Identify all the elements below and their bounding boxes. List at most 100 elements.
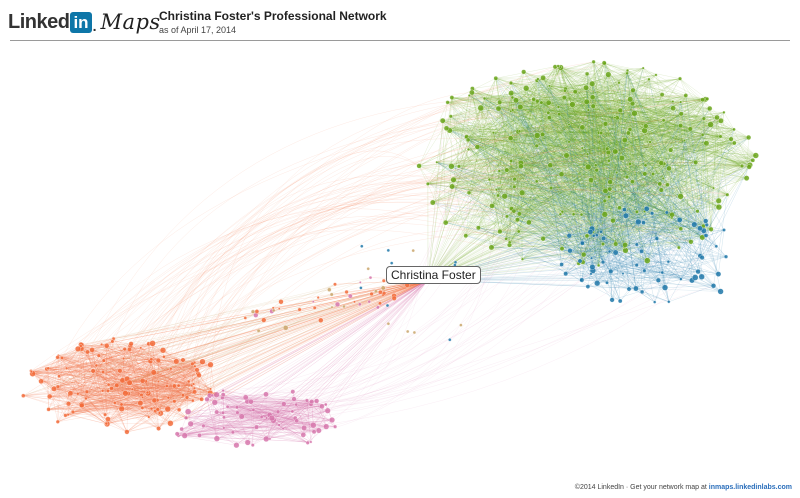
network-edge — [496, 97, 513, 190]
network-edge — [551, 187, 673, 215]
network-edge — [557, 65, 570, 142]
network-node — [190, 361, 195, 366]
network-edge — [468, 78, 497, 193]
network-edge — [574, 91, 633, 182]
network-node — [105, 388, 110, 393]
network-edge — [548, 112, 680, 248]
network-edge — [504, 165, 743, 197]
network-edge — [469, 95, 579, 264]
network-edge — [557, 65, 616, 152]
network-node — [235, 405, 239, 410]
network-edge — [512, 109, 570, 143]
network-edge — [632, 95, 687, 182]
network-edge — [514, 124, 570, 188]
network-edge — [610, 181, 704, 227]
network-edge — [645, 108, 710, 166]
network-node — [184, 408, 192, 415]
network-node — [466, 147, 471, 151]
network-edge — [528, 136, 721, 223]
network-edge — [690, 99, 706, 130]
network-edge — [520, 120, 721, 167]
network-edge — [514, 124, 570, 188]
network-edge — [453, 99, 631, 181]
network-edge — [536, 95, 686, 182]
network-edge — [591, 151, 616, 183]
network-edge — [582, 90, 634, 149]
network-edge — [519, 130, 721, 137]
network-node — [159, 347, 167, 354]
network-graph[interactable] — [0, 41, 800, 481]
network-edge — [616, 138, 732, 173]
network-edge — [466, 82, 512, 137]
network-edge — [510, 82, 583, 149]
network-node — [594, 163, 598, 167]
network-edge — [520, 162, 626, 251]
network-edge — [480, 66, 561, 109]
network-node — [342, 304, 346, 309]
network-edge — [632, 103, 714, 189]
network-edge — [600, 132, 720, 208]
network-node — [626, 130, 631, 136]
network-node — [140, 406, 145, 410]
network-edge — [615, 108, 710, 152]
network-edge — [472, 88, 550, 118]
network-node — [281, 427, 285, 431]
network-edge — [548, 102, 614, 221]
network-edge — [496, 189, 681, 197]
network-edge — [582, 98, 708, 149]
network-node — [519, 189, 526, 196]
network-edge — [680, 113, 704, 227]
network-edge — [445, 195, 499, 223]
network-edge — [493, 132, 628, 178]
network-edge — [606, 74, 657, 149]
network-edge — [496, 73, 628, 190]
network-edge — [452, 124, 711, 187]
network-edge — [467, 139, 588, 237]
network-edge — [510, 87, 587, 162]
network-node — [235, 410, 240, 415]
network-edge — [566, 63, 606, 156]
network-node — [699, 255, 705, 260]
network-edge — [645, 125, 743, 167]
network-edge — [515, 100, 645, 212]
network-node — [139, 346, 143, 350]
network-node — [122, 347, 127, 352]
network-edge — [451, 101, 681, 167]
network-node — [256, 328, 261, 333]
network-edge — [491, 205, 508, 217]
network-node — [193, 364, 197, 368]
network-node — [449, 183, 455, 190]
network-edge — [510, 111, 615, 118]
network-edge — [620, 110, 732, 140]
network-edge — [568, 99, 706, 125]
network-edge — [624, 139, 698, 212]
network-edge — [626, 113, 682, 178]
network-edge — [506, 71, 524, 217]
network-edge — [560, 67, 673, 218]
network-node — [222, 426, 226, 430]
network-node — [113, 401, 117, 405]
network-node — [139, 377, 146, 384]
network-edge — [427, 183, 512, 209]
network-edge — [681, 113, 704, 119]
network-node — [244, 439, 251, 446]
network-node — [703, 140, 710, 147]
linkedin-maps-logo[interactable]: Linked in . Maps — [8, 8, 161, 36]
network-node — [654, 73, 658, 77]
network-node — [294, 402, 298, 407]
network-edge — [450, 116, 563, 212]
network-edge — [661, 98, 708, 164]
network-edge — [449, 130, 602, 134]
network-edge — [478, 227, 648, 261]
network-edge — [559, 113, 608, 150]
network-node — [230, 430, 235, 435]
network-node — [605, 281, 609, 285]
network-edge — [468, 149, 648, 261]
network-node — [639, 289, 645, 295]
network-edge — [436, 162, 515, 212]
network-edge — [451, 97, 616, 242]
network-edge — [582, 79, 650, 128]
network-edge — [522, 214, 605, 260]
network-edge — [514, 131, 519, 180]
network-node — [291, 396, 297, 402]
